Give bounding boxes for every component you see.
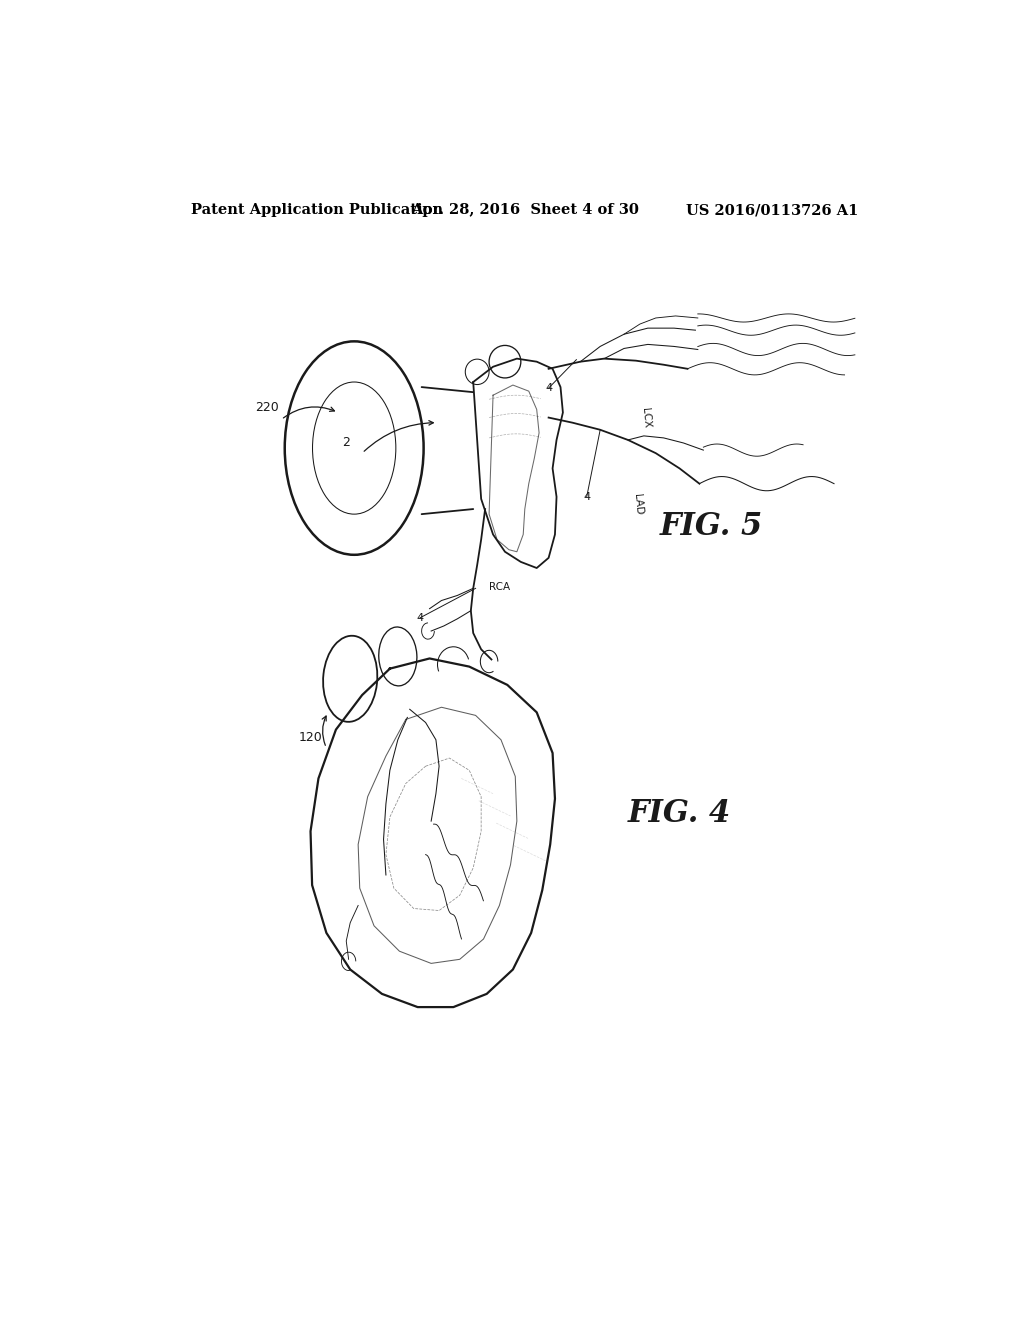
Text: 2: 2	[342, 437, 350, 450]
Text: LCX: LCX	[640, 407, 651, 428]
Text: RCA: RCA	[489, 582, 510, 593]
Text: Apr. 28, 2016  Sheet 4 of 30: Apr. 28, 2016 Sheet 4 of 30	[411, 203, 639, 216]
Text: Patent Application Publication: Patent Application Publication	[191, 203, 443, 216]
Text: FIG. 5: FIG. 5	[659, 511, 763, 541]
Text: 4: 4	[583, 492, 590, 502]
Text: 4: 4	[545, 383, 552, 393]
Text: 220: 220	[255, 401, 279, 414]
Text: 4: 4	[417, 612, 424, 623]
Text: US 2016/0113726 A1: US 2016/0113726 A1	[686, 203, 858, 216]
Text: LAD: LAD	[632, 492, 644, 515]
Text: FIG. 4: FIG. 4	[628, 799, 731, 829]
Text: 120: 120	[299, 731, 323, 744]
